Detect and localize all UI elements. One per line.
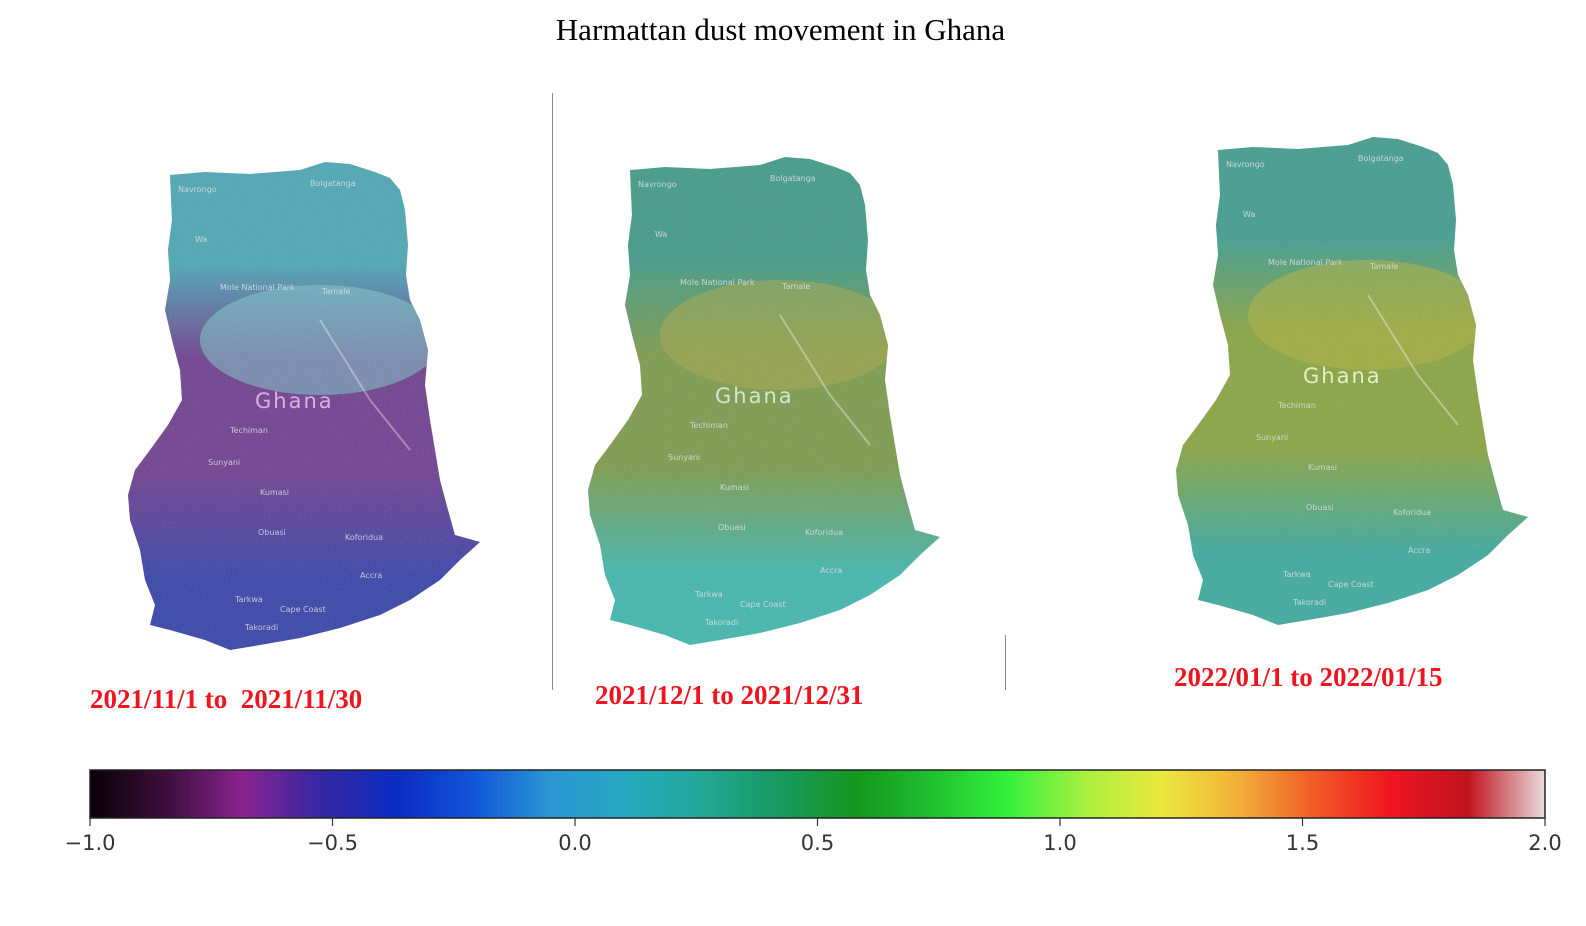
- period-label-3: 2022/01/1 to 2022/01/15: [1174, 662, 1443, 692]
- country-label: Ghana: [1303, 364, 1382, 388]
- river-line: [1367, 294, 1459, 426]
- place-label: Obuasi: [718, 523, 746, 532]
- place-label: Accra: [360, 571, 382, 580]
- place-label: Sunyani: [208, 458, 240, 467]
- place-label: Tamale: [781, 282, 810, 291]
- place-label: Takoradi: [1292, 598, 1326, 607]
- place-label: Wa: [195, 235, 207, 244]
- panel-divider: [552, 93, 553, 690]
- river-line: [779, 314, 871, 446]
- map-panel-3: Navrongo Bolgatanga Wa Mole National Park Ta…: [1176, 137, 1528, 625]
- place-label: Sunyani: [1256, 433, 1288, 442]
- place-label: Sunyani: [668, 453, 700, 462]
- map-panel-1: Navrongo Bolgatanga Wa Mole National Park Ta…: [128, 162, 480, 650]
- place-label: Bolgatanga: [770, 174, 816, 183]
- place-label: Cape Coast: [740, 600, 786, 609]
- place-label: Mole National Park: [1268, 258, 1343, 267]
- colorbar-tick-label: 2.0: [1528, 831, 1561, 855]
- place-label: Techiman: [689, 421, 728, 430]
- country-label: Ghana: [255, 389, 334, 413]
- place-label: Accra: [820, 566, 842, 575]
- colorbar-tick-label: 0.0: [558, 831, 591, 855]
- country-label: Ghana: [715, 384, 794, 408]
- colorbar-tick-label: −0.5: [307, 831, 358, 855]
- place-label: Navrongo: [1226, 160, 1265, 169]
- place-label: Navrongo: [178, 185, 217, 194]
- place-label: Navrongo: [638, 180, 677, 189]
- place-label: Bolgatanga: [1358, 154, 1404, 163]
- place-label: Cape Coast: [280, 605, 326, 614]
- period-label-1: 2021/11/1 to 2021/11/30: [90, 684, 363, 714]
- place-label: Koforidua: [805, 528, 843, 537]
- chart-title: Harmattan dust movement in Ghana: [555, 12, 1006, 47]
- place-label: Koforidua: [1393, 508, 1431, 517]
- place-label: Wa: [655, 230, 667, 239]
- colorbar: −1.0 −0.5 0.0 0.5 1.0 1.5 2.0: [65, 769, 1562, 855]
- panel-divider: [1005, 635, 1006, 690]
- place-label: Takoradi: [704, 618, 738, 627]
- place-label: Accra: [1408, 546, 1430, 555]
- colorbar-tick-label: −1.0: [65, 831, 116, 855]
- river-line: [319, 319, 411, 451]
- place-label: Kumasi: [260, 488, 289, 497]
- place-label: Kumasi: [1308, 463, 1337, 472]
- period-label-2: 2021/12/1 to 2021/12/31: [595, 680, 864, 710]
- place-label: Obuasi: [258, 528, 286, 537]
- colorbar-gradient: [89, 769, 1546, 819]
- place-label: Cape Coast: [1328, 580, 1374, 589]
- place-label: Tarkwa: [1282, 570, 1311, 579]
- place-label: Mole National Park: [680, 278, 755, 287]
- colorbar-tick-label: 1.5: [1286, 831, 1319, 855]
- map-panel-2: Navrongo Bolgatanga Wa Mole National Park Ta…: [588, 157, 940, 645]
- place-label: Techiman: [1277, 401, 1316, 410]
- place-label: Tamale: [1369, 262, 1398, 271]
- colorbar-tick-label: 1.0: [1043, 831, 1076, 855]
- place-label: Wa: [1243, 210, 1255, 219]
- place-label: Tamale: [321, 287, 350, 296]
- place-label: Kumasi: [720, 483, 749, 492]
- colorbar-tick-label: 0.5: [801, 831, 834, 855]
- place-label: Takoradi: [244, 623, 278, 632]
- place-label: Techiman: [229, 426, 268, 435]
- place-label: Tarkwa: [234, 595, 263, 604]
- place-label: Tarkwa: [694, 590, 723, 599]
- place-label: Bolgatanga: [310, 179, 356, 188]
- place-label: Mole National Park: [220, 283, 295, 292]
- place-label: Koforidua: [345, 533, 383, 542]
- place-label: Obuasi: [1306, 503, 1334, 512]
